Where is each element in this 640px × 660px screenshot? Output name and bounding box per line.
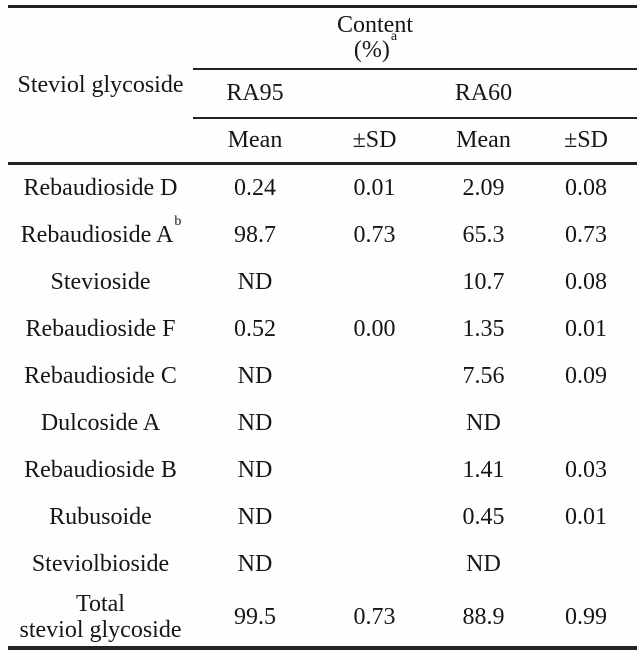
group-header-ra60-spacer [535, 69, 637, 119]
cell-ra60-mean: 1.35 [462, 316, 505, 342]
cell-ra60-sd: 0.73 [565, 222, 607, 248]
table-row-rebaudioside-c: Rebaudioside C ND 7.56 0.09 [8, 353, 637, 400]
cell-ra60-sd [535, 400, 637, 447]
glycoside-name: Rebaudioside B [8, 447, 193, 494]
glycoside-name: Stevioside [8, 259, 193, 306]
cell-ra95-mean: 0.24 [234, 175, 276, 201]
header-row-statistics: Mean ±SD Mean ±SD [8, 118, 637, 165]
glycoside-name: Dulcoside A [8, 400, 193, 447]
footnote-marker-b: b [174, 214, 182, 229]
glycoside-name-text: Dulcoside A [40, 410, 161, 436]
cell-ra95-mean: 98.7 [234, 222, 276, 248]
cell-ra95-sd: 0.73 [353, 603, 396, 630]
cell-ra60-sd: 0.09 [565, 363, 607, 389]
cell-ra60-mean: 0.45 [462, 504, 505, 530]
table-row-rebaudioside-f: Rebaudioside F 0.52 0.00 1.35 0.01 [8, 306, 637, 353]
total-label-line1: Total [76, 591, 125, 617]
cell-ra60-sd: 0.01 [565, 316, 607, 342]
cell-ra60-mean: 2.09 [462, 175, 505, 201]
content-percent-header: Content (%)a [193, 6, 637, 70]
glycoside-name-text: Rebaudioside F [25, 316, 176, 342]
table-row-rebaudioside-b: Rebaudioside B ND 1.41 0.03 [8, 447, 637, 494]
cell-ra95-mean: ND [237, 269, 273, 295]
steviol-glycoside-content-table: Steviol glycoside Content (%)a RA95 RA60… [8, 5, 637, 650]
group-header-ra95: RA95 [193, 69, 317, 119]
cell-ra60-sd: 0.08 [565, 175, 607, 201]
glycoside-name-total: Total steviol glycoside [8, 588, 193, 648]
table-row-steviolbioside: Steviolbioside ND ND [8, 541, 637, 588]
cell-ra60-mean: 10.7 [462, 269, 505, 295]
content-header-line1: Content [337, 12, 413, 38]
column-header-steviol-glycoside: Steviol glycoside [8, 6, 193, 165]
cell-ra95-sd [317, 353, 432, 400]
cell-ra95-mean: ND [237, 363, 273, 389]
header-row-sample-groups: RA95 RA60 [8, 69, 637, 119]
cell-ra95-sd [317, 400, 432, 447]
table-row-rebaudioside-d: Rebaudioside D 0.24 0.01 2.09 0.08 [8, 164, 637, 213]
percent-unit-label: (%) [353, 37, 390, 63]
cell-ra95-sd: 0.73 [353, 222, 396, 248]
cell-ra95-sd [317, 259, 432, 306]
group-header-ra60: RA60 [432, 69, 535, 119]
table-row-dulcoside-a: Dulcoside A ND ND [8, 400, 637, 447]
cell-ra60-mean: 1.41 [462, 457, 505, 483]
glycoside-name-text: Rubusoide [49, 504, 152, 530]
subheader-ra60-mean: Mean [432, 118, 535, 165]
cell-ra60-mean: 88.9 [462, 603, 505, 630]
group-header-ra95-spacer [317, 69, 432, 119]
cell-ra60-sd: 0.03 [565, 457, 607, 483]
cell-ra95-mean: ND [237, 457, 273, 483]
total-label-line2: steviol glycoside [19, 617, 182, 643]
table-row-stevioside: Stevioside ND 10.7 0.08 [8, 259, 637, 306]
glycoside-name: Rubusoide [8, 494, 193, 541]
cell-ra95-sd [317, 447, 432, 494]
header-row-content: Steviol glycoside Content (%)a [8, 6, 637, 165]
subheader-ra95-sd: ±SD [317, 118, 432, 165]
cell-ra60-sd [535, 541, 637, 588]
table-row-total: Total steviol glycoside 99.5 0.73 88.9 0… [8, 588, 637, 648]
glycoside-name-text: Rebaudioside B [24, 457, 177, 483]
subheader-ra95-mean: Mean [193, 118, 317, 165]
cell-ra95-mean: 0.52 [234, 316, 276, 342]
cell-ra95-sd: 0.01 [353, 175, 396, 201]
cell-ra60-sd: 0.01 [565, 504, 607, 530]
glycoside-name: Rebaudioside F [8, 306, 193, 353]
cell-ra95-mean: ND [237, 551, 273, 577]
cell-ra95-sd: 0.00 [353, 316, 396, 342]
cell-ra60-mean: 65.3 [462, 222, 505, 248]
cell-ra95-sd [317, 494, 432, 541]
cell-ra60-mean: 7.56 [462, 363, 505, 389]
table-row-rebaudioside-a: Rebaudioside Ab 98.7 0.73 65.3 0.73 [8, 212, 637, 259]
glycoside-name-text: Stevioside [50, 269, 151, 295]
content-header-line2: (%)a [193, 30, 557, 63]
glycoside-name: Rebaudioside Ab [8, 212, 193, 259]
glycoside-name-text: Steviolbioside [31, 551, 170, 577]
glycoside-name-text: Rebaudioside A [20, 222, 174, 248]
glycoside-name: Steviolbioside [8, 541, 193, 588]
cell-ra95-mean: 99.5 [234, 603, 276, 630]
cell-ra60-sd: 0.08 [565, 269, 607, 295]
footnote-marker-a: a [390, 29, 398, 44]
steviol-glycoside-header-label: Steviol glycoside [17, 71, 184, 98]
glycoside-name-text: Rebaudioside D [23, 175, 178, 201]
table-row-rubusoide: Rubusoide ND 0.45 0.01 [8, 494, 637, 541]
glycoside-name: Rebaudioside D [8, 164, 193, 213]
glycoside-name: Rebaudioside C [8, 353, 193, 400]
glycoside-name-text: Rebaudioside C [24, 363, 177, 389]
cell-ra60-sd: 0.99 [565, 603, 607, 630]
subheader-ra60-sd: ±SD [535, 118, 637, 165]
cell-ra60-mean: ND [466, 551, 501, 577]
cell-ra95-mean: ND [237, 504, 273, 530]
cell-ra60-mean: ND [466, 410, 501, 436]
cell-ra95-mean: ND [237, 410, 273, 436]
cell-ra95-sd [317, 541, 432, 588]
